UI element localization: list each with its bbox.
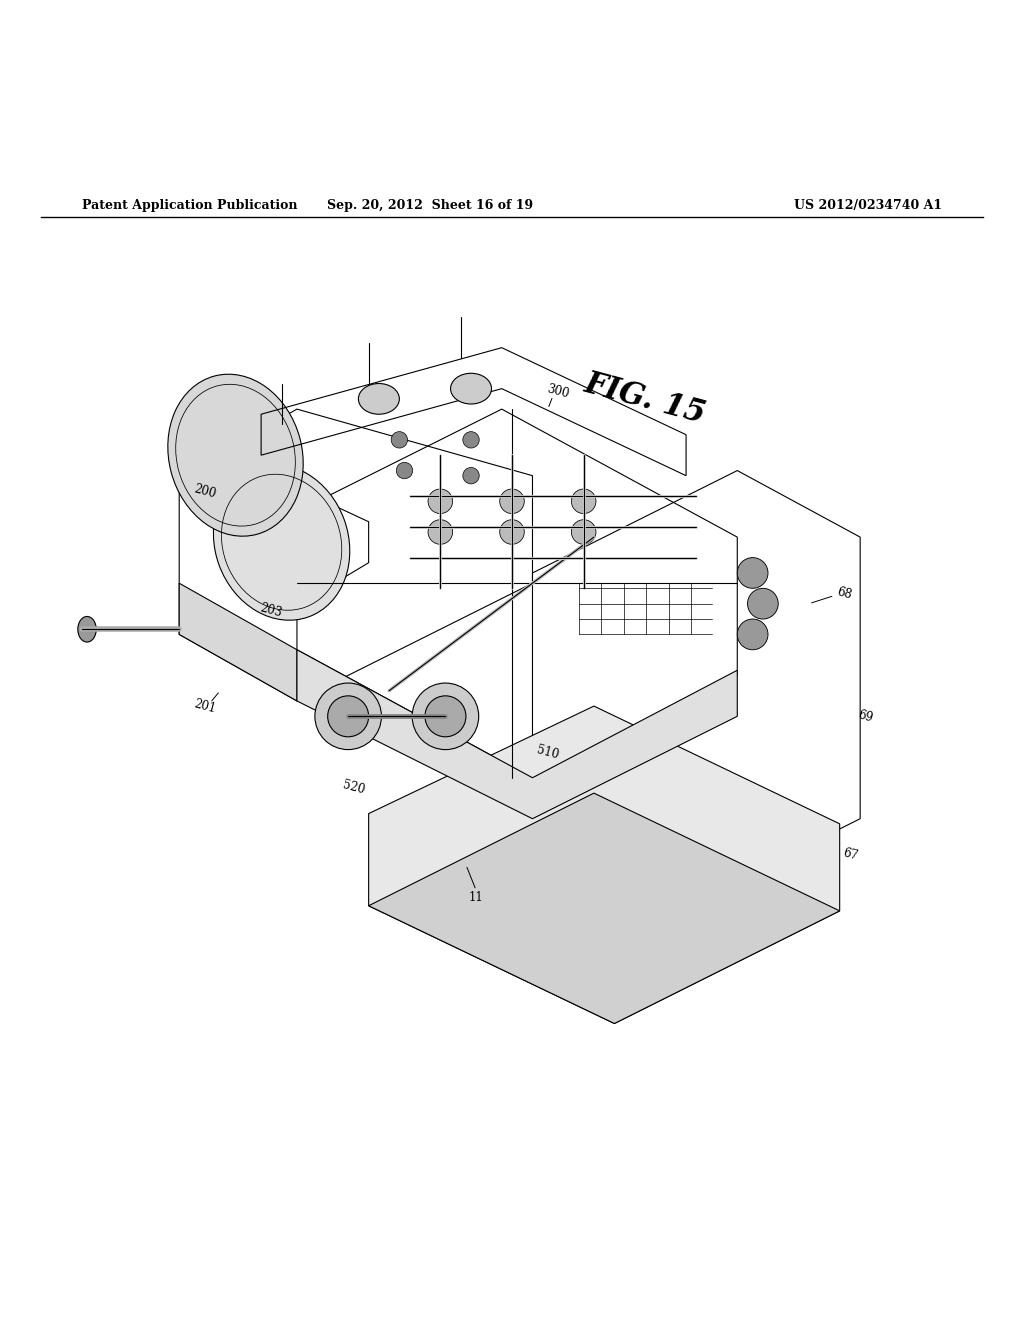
Text: 67: 67 xyxy=(841,846,859,863)
Polygon shape xyxy=(369,706,840,1023)
Ellipse shape xyxy=(412,682,479,750)
Text: US 2012/0234740 A1: US 2012/0234740 A1 xyxy=(794,199,942,211)
Circle shape xyxy=(428,520,453,544)
Ellipse shape xyxy=(315,682,382,750)
Circle shape xyxy=(428,488,453,513)
Circle shape xyxy=(737,557,768,589)
Text: Sep. 20, 2012  Sheet 16 of 19: Sep. 20, 2012 Sheet 16 of 19 xyxy=(327,199,534,211)
Circle shape xyxy=(571,488,596,513)
Text: FIG. 15: FIG. 15 xyxy=(581,368,710,430)
Circle shape xyxy=(396,462,413,479)
Text: 203: 203 xyxy=(259,602,284,620)
Circle shape xyxy=(500,488,524,513)
Text: 200: 200 xyxy=(193,482,217,500)
Ellipse shape xyxy=(358,384,399,414)
Text: 11: 11 xyxy=(469,891,483,904)
Circle shape xyxy=(737,619,768,649)
Ellipse shape xyxy=(425,696,466,737)
Text: 68: 68 xyxy=(836,585,854,602)
Polygon shape xyxy=(369,793,840,1023)
Circle shape xyxy=(748,589,778,619)
Ellipse shape xyxy=(451,374,492,404)
Text: 520: 520 xyxy=(341,779,366,797)
Circle shape xyxy=(463,467,479,484)
Ellipse shape xyxy=(213,465,350,620)
Circle shape xyxy=(500,520,524,544)
Ellipse shape xyxy=(168,374,303,536)
Ellipse shape xyxy=(78,616,96,642)
Polygon shape xyxy=(179,583,297,701)
Polygon shape xyxy=(297,649,737,818)
Text: 300: 300 xyxy=(546,383,570,401)
Circle shape xyxy=(571,520,596,544)
Text: 510: 510 xyxy=(536,743,560,762)
Text: 69: 69 xyxy=(856,708,874,725)
Text: 201: 201 xyxy=(193,697,217,715)
Ellipse shape xyxy=(328,696,369,737)
Circle shape xyxy=(391,432,408,447)
Circle shape xyxy=(463,432,479,447)
Text: Patent Application Publication: Patent Application Publication xyxy=(82,199,297,211)
